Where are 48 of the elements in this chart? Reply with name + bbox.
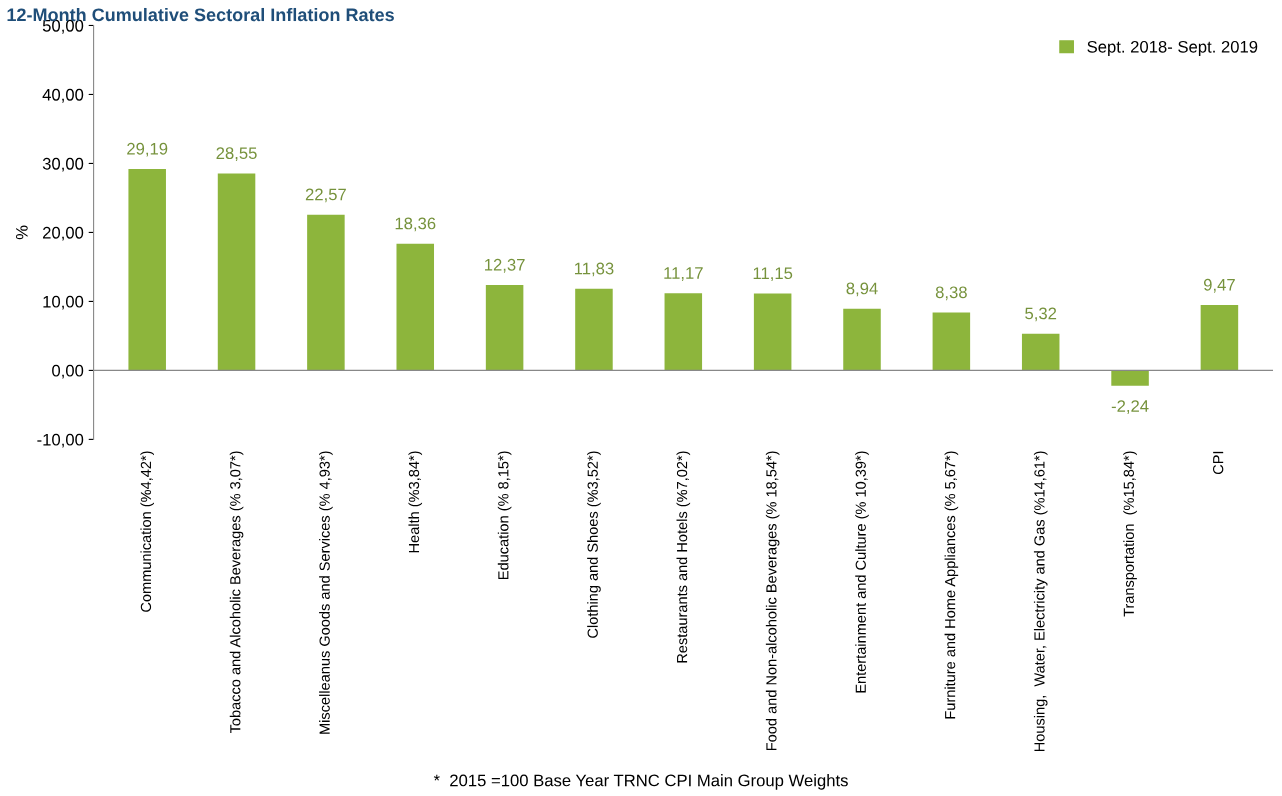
data-label: 29,19 <box>127 142 168 157</box>
data-label: 22,57 <box>305 188 346 203</box>
y-axis-title: % <box>16 225 28 240</box>
bar <box>664 293 703 371</box>
x-tick-label: Health (%3,84*) <box>408 451 423 553</box>
data-label: 5,32 <box>1025 307 1057 322</box>
x-tick-label: Food and Non-alcoholic Beverages (% 18,54*) <box>765 451 780 751</box>
bar <box>396 243 435 371</box>
bar <box>753 293 792 371</box>
x-tick-label: Tobacco and Alcoholic Beverages (% 3,07*) <box>229 451 244 734</box>
bar <box>485 285 524 371</box>
data-label: 11,17 <box>664 267 703 281</box>
text: * 2015 =100 Base Year TRNC CPI Main Group Weights <box>433 774 848 790</box>
data-label: 28,55 <box>216 147 257 162</box>
bar <box>843 308 881 371</box>
y-tick-label: 0,00 <box>52 364 84 379</box>
x-tick-label: Furniture and Home Appliances (% 5,67*) <box>944 451 959 719</box>
data-label: 12,37 <box>485 258 525 273</box>
x-tick-label: Transportation (%15,84*) <box>1123 451 1137 617</box>
data-label: 11,15 <box>753 267 793 282</box>
bar <box>1021 333 1060 371</box>
data-label: 11,83 <box>574 262 614 277</box>
y-tick-label: 30,00 <box>42 157 84 172</box>
y-tick-label: 10,00 <box>43 295 84 310</box>
bar <box>128 169 166 371</box>
x-tick-label: Housing, Water, Electricity and Gas (%14,61*) <box>1033 451 1048 752</box>
x-tick-label: Miscelleanus Goods and Services (% 4,93*) <box>319 451 333 734</box>
x-tick-label: Communication (%4,42*) <box>140 451 154 612</box>
data-label: 8,38 <box>935 286 967 301</box>
data-label: 18,36 <box>395 217 436 232</box>
y-tick-label: -10,00 <box>37 433 84 448</box>
data-label: 9,47 <box>1203 278 1235 293</box>
y-tick-label: 20,00 <box>43 226 84 241</box>
bar <box>1200 305 1239 371</box>
bar <box>932 312 971 371</box>
x-tick-label: Entertainment and Culture (% 10,39*) <box>855 451 869 693</box>
x-tick-label: Clothing and Shoes (%3,52*) <box>587 451 601 638</box>
bar <box>1111 370 1149 386</box>
bar <box>575 288 613 371</box>
data-label: -2,24 <box>1111 400 1149 414</box>
bar <box>307 214 345 371</box>
bar <box>217 173 256 371</box>
y-tick-label: 40,00 <box>42 88 84 103</box>
x-tick-label: Restaurants and Hotels (%7,02*) <box>676 451 691 663</box>
x-tick-label: CPI <box>1213 451 1224 475</box>
legend-label: Sept. 2018- Sept. 2019 <box>1087 40 1258 57</box>
x-tick-label: Education (% 8,15*) <box>497 451 512 580</box>
data-label: 8,94 <box>846 282 878 297</box>
